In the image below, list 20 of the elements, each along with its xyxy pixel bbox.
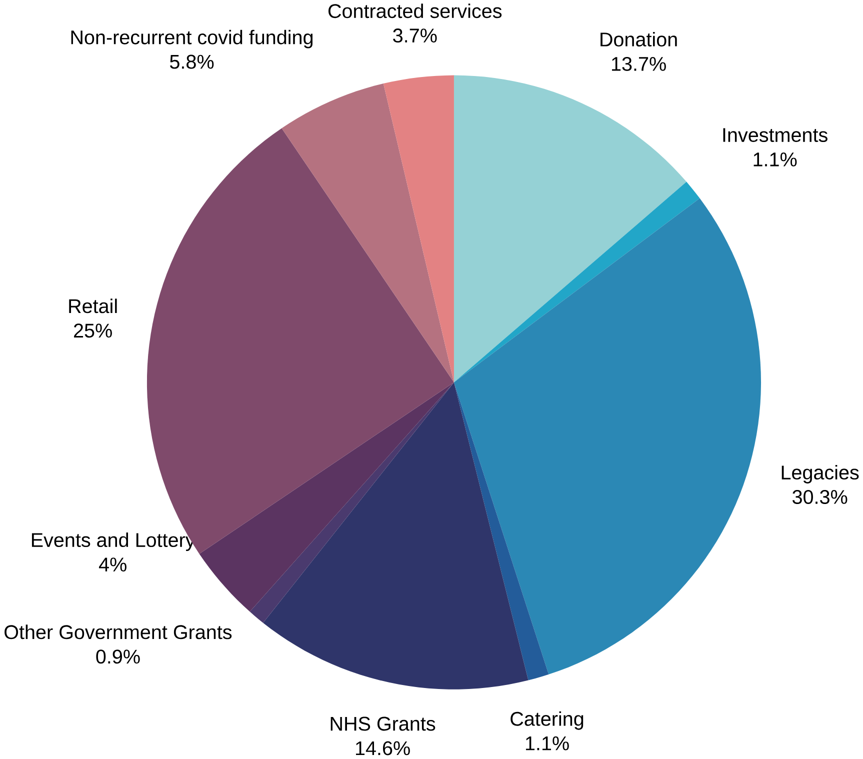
data-label: 5.8%: [170, 54, 214, 69]
slice-label: Catering: [510, 711, 584, 730]
data-label: 25%: [74, 324, 112, 338]
slice-label: Contracted services: [328, 4, 502, 18]
data-label: 13.7%: [612, 57, 666, 72]
slice-label: NHS Grants: [330, 716, 436, 731]
slice-label: Non-recurrent covid funding: [71, 30, 313, 48]
data-label: 3.7%: [393, 28, 437, 43]
slice-label: Investments: [723, 128, 828, 142]
slice-label: Donation: [600, 32, 677, 47]
slice-label: Other Government Grants: [4, 624, 232, 640]
data-label: 0.9%: [96, 650, 140, 664]
data-label: 1.1%: [754, 152, 797, 166]
data-label: 30.3%: [792, 490, 848, 504]
slice-label: Retail: [69, 298, 117, 314]
data-label: 4%: [98, 558, 126, 572]
slice-label: Legacies: [782, 465, 859, 484]
slice-label: Events and Lottery: [32, 532, 196, 552]
data-label: 14.6%: [356, 741, 410, 756]
data-label: 1.1%: [526, 736, 569, 750]
